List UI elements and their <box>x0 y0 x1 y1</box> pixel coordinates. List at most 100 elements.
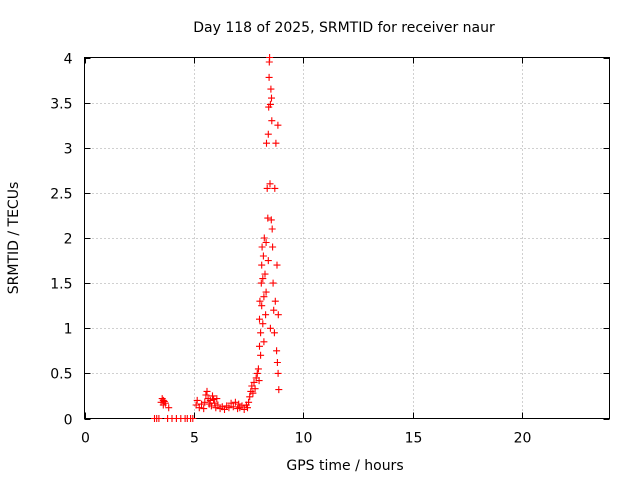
data-point-marker <box>256 342 263 350</box>
data-point-marker <box>266 54 274 61</box>
x-tick-label: 0 <box>81 431 90 447</box>
data-point-marker <box>261 270 269 278</box>
data-point-marker <box>266 180 274 188</box>
data-point-marker <box>260 293 268 301</box>
data-point-marker <box>209 392 216 400</box>
data-point-marker <box>251 385 259 393</box>
data-point-marker <box>267 216 275 224</box>
data-point-marker <box>262 288 270 296</box>
data-point-marker <box>258 243 266 251</box>
data-points <box>151 54 283 422</box>
data-point-marker <box>274 311 282 319</box>
data-point-marker <box>257 279 265 287</box>
data-point-marker <box>253 369 261 377</box>
data-point-marker <box>227 399 235 407</box>
data-point-marker <box>229 403 237 411</box>
data-point-marker <box>264 130 272 138</box>
data-point-marker <box>225 404 233 412</box>
data-point-marker <box>259 252 267 260</box>
data-point-marker <box>214 401 222 409</box>
data-point-marker <box>273 261 281 269</box>
y-axis-title: SRMTID / TECUs <box>6 182 22 295</box>
grid-lines <box>84 57 610 419</box>
data-point-marker <box>263 139 270 147</box>
x-tick-label: 5 <box>190 431 199 447</box>
data-point-marker <box>273 347 281 355</box>
data-point-marker <box>203 387 211 395</box>
data-point-marker <box>258 261 266 269</box>
data-point-marker <box>245 398 253 406</box>
y-tick-label: 2.5 <box>50 187 72 203</box>
data-point-marker <box>200 405 208 413</box>
data-point-marker <box>250 378 258 386</box>
data-point-marker <box>263 184 271 192</box>
x-tick-label: 15 <box>405 431 423 447</box>
data-point-marker <box>271 184 279 192</box>
data-point-marker <box>202 391 210 399</box>
data-point-marker <box>268 225 276 233</box>
data-point-marker <box>257 351 265 359</box>
data-point-marker <box>155 415 163 422</box>
x-tick-labels: 0 5 10 15 20 <box>81 431 531 447</box>
y-tick-label: 4 <box>64 52 73 68</box>
data-point-marker <box>206 396 214 404</box>
y-tick-label: 1 <box>64 322 73 338</box>
data-point-marker <box>269 243 277 251</box>
data-point-marker <box>260 234 268 242</box>
data-point-marker <box>267 85 275 93</box>
data-point-marker <box>262 311 270 319</box>
data-point-marker <box>246 393 254 401</box>
data-point-marker <box>193 396 201 404</box>
x-tick-label: 10 <box>295 431 313 447</box>
data-point-marker <box>161 399 169 407</box>
data-point-marker <box>255 377 263 385</box>
x-axis-title: GPS time / hours <box>286 458 403 474</box>
data-point-marker <box>270 306 278 314</box>
data-point-marker <box>210 396 218 403</box>
data-point-marker <box>264 214 272 222</box>
data-point-marker <box>264 257 272 265</box>
plot-frame <box>84 57 610 419</box>
data-point-marker <box>265 73 273 81</box>
data-point-marker <box>213 395 221 403</box>
data-point-marker <box>259 275 267 283</box>
y-tick-label: 3.5 <box>50 97 72 113</box>
data-point-marker <box>256 297 264 305</box>
data-point-marker <box>266 324 274 332</box>
data-point-marker <box>271 297 279 305</box>
data-point-marker <box>274 121 282 129</box>
data-point-marker <box>268 117 276 125</box>
data-point-marker <box>259 320 267 328</box>
data-point-marker <box>260 338 268 346</box>
data-point-marker <box>268 94 275 102</box>
data-point-marker <box>249 389 257 397</box>
data-point-marker <box>266 100 274 108</box>
data-point-marker <box>270 329 278 337</box>
y-tick-labels: 0 0.5 1 1.5 2 2.5 3 3.5 4 <box>50 52 72 429</box>
data-point-marker <box>274 369 282 377</box>
data-point-marker <box>272 139 280 147</box>
data-point-marker <box>269 279 277 287</box>
y-tick-label: 3 <box>64 142 73 158</box>
y-tick-label: 0 <box>64 413 73 429</box>
y-tick-label: 1.5 <box>50 277 72 293</box>
data-point-marker <box>195 404 203 412</box>
x-tick-label: 20 <box>514 431 532 447</box>
chart-title: Day 118 of 2025, SRMTID for receiver nau… <box>193 20 495 36</box>
data-point-marker <box>244 404 251 412</box>
data-point-marker <box>221 406 228 413</box>
data-point-marker <box>189 415 197 422</box>
data-point-marker <box>262 239 270 246</box>
data-point-marker <box>201 398 209 406</box>
data-point-marker <box>258 302 266 310</box>
data-point-marker <box>273 359 281 366</box>
data-point-marker <box>256 315 263 323</box>
data-point-marker <box>254 365 262 373</box>
y-tick-label: 2 <box>64 232 73 248</box>
axis-ticks <box>84 57 610 420</box>
y-tick-label: 0.5 <box>50 367 72 383</box>
data-point-marker <box>257 329 265 337</box>
data-point-marker <box>275 386 283 394</box>
data-point-marker <box>238 402 246 410</box>
